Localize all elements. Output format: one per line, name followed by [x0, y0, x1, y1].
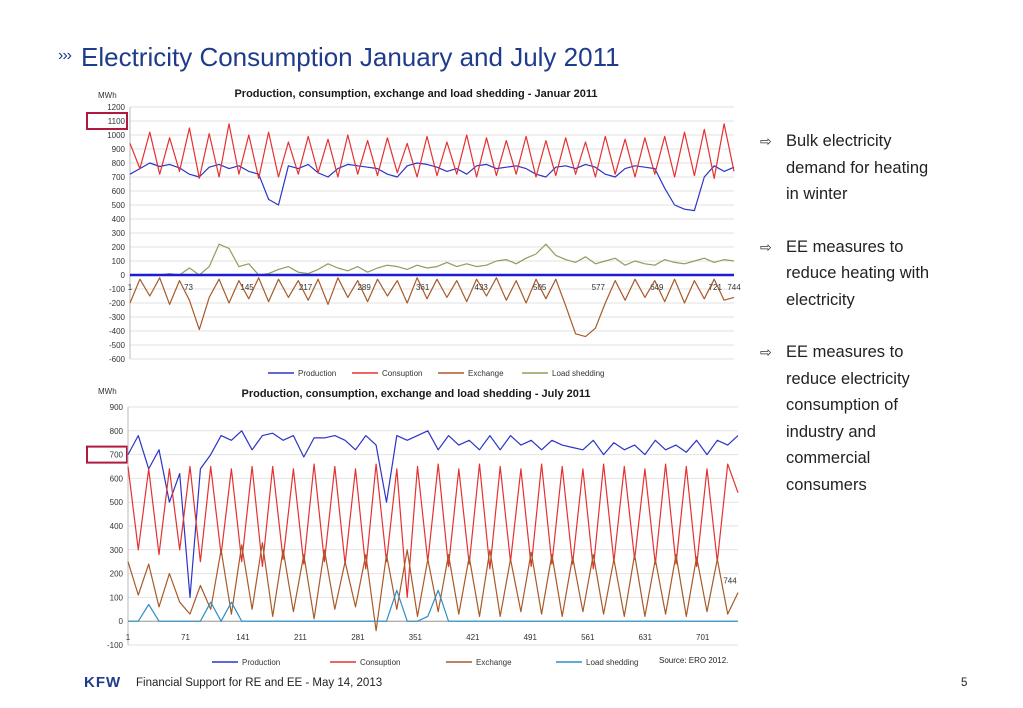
x-tick-label: 631 [639, 633, 653, 642]
highlight-box [86, 445, 128, 464]
x-tick-label: 211 [294, 633, 307, 642]
arrow-right-icon: ⇨ [760, 133, 772, 149]
x-tick-label: 361 [416, 283, 430, 292]
y-tick-label: 700 [112, 173, 126, 182]
y-axis-unit: MWh [98, 91, 117, 100]
x-tick-label: 289 [357, 283, 371, 292]
slide-title-text: Electricity Consumption January and July… [80, 42, 620, 72]
y-tick-label: 300 [110, 546, 124, 555]
series-line [128, 589, 738, 622]
y-tick-label: 700 [110, 451, 124, 460]
bullet-list: ⇨ Bulk electricity demand for heating in… [760, 128, 940, 524]
chevron-right-icon: ››› [58, 47, 72, 64]
y-tick-label: 400 [112, 215, 126, 224]
y-tick-label: -100 [109, 285, 126, 294]
y-tick-label: 200 [110, 570, 124, 579]
x-tick-label: 141 [236, 633, 250, 642]
y-tick-label: 1200 [107, 103, 125, 112]
x-tick-label: 73 [184, 283, 193, 292]
series-line [129, 123, 735, 180]
y-tick-label: 1100 [108, 117, 126, 126]
footer-text: Financial Support for RE and EE - May 14… [136, 677, 383, 689]
x-tick-label: 1 [126, 633, 131, 642]
series-line [127, 430, 739, 598]
legend-label: Load shedding [586, 658, 639, 667]
bullet-text: EE measures to reduce heating with elect… [786, 237, 930, 309]
x-tick-label: 491 [524, 633, 538, 642]
bullet-item: ⇨ EE measures to reduce heating with ele… [760, 234, 940, 314]
chart-title: Production, consumption, exchange and lo… [241, 388, 590, 400]
x-tick-label: 744 [727, 283, 741, 292]
y-tick-label: 600 [110, 474, 124, 483]
x-tick-label: 71 [181, 633, 190, 642]
y-tick-label: 200 [112, 243, 126, 252]
y-tick-label: 400 [110, 522, 124, 531]
y-tick-label: 500 [112, 201, 126, 210]
chart-background [86, 86, 742, 382]
y-tick-label: -100 [107, 641, 124, 650]
page-number: 5 [961, 677, 968, 689]
bullet-text: EE measures to reduce electricity consum… [786, 343, 910, 494]
slide-title: ››› Electricity Consumption January and J… [58, 42, 620, 73]
bullet-item: ⇨ EE measures to reduce electricity cons… [760, 339, 940, 498]
chart-january: Production, consumption, exchange and lo… [86, 86, 742, 382]
y-tick-label: 800 [112, 159, 126, 168]
source-note: Source: ERO 2012. [659, 656, 729, 665]
series-line [129, 277, 735, 338]
y-tick-label: 800 [110, 427, 124, 436]
y-tick-label: 600 [112, 187, 126, 196]
bullet-item: ⇨ Bulk electricity demand for heating in… [760, 128, 940, 208]
chart-title: Production, consumption, exchange and lo… [234, 88, 597, 100]
y-tick-label: 900 [112, 145, 126, 154]
y-tick-label: -600 [109, 355, 126, 364]
y-tick-label: 900 [110, 403, 124, 412]
legend-label: Exchange [468, 369, 504, 378]
y-tick-label: -400 [109, 327, 126, 336]
y-tick-label: 500 [110, 498, 124, 507]
x-tick-label: 561 [581, 633, 595, 642]
x-tick-label: 701 [696, 633, 710, 642]
legend-label: Load shedding [552, 369, 605, 378]
series-line [127, 542, 739, 632]
y-tick-label: 100 [112, 257, 126, 266]
y-tick-label: 100 [110, 593, 124, 602]
legend-label: Consuption [360, 658, 400, 667]
y-tick-label: -500 [109, 341, 126, 350]
series-line [130, 243, 735, 276]
arrow-right-icon: ⇨ [760, 344, 772, 360]
y-tick-label: 1000 [107, 131, 125, 140]
x-tick-label: 721 [709, 283, 723, 292]
legend-label: Consuption [382, 369, 422, 378]
x-tick-label: 145 [240, 283, 254, 292]
y-tick-label: -300 [109, 313, 126, 322]
chart-svg: Production, consumption, exchange and lo… [86, 86, 742, 382]
legend-label: Production [242, 658, 280, 667]
legend-label: Exchange [476, 658, 512, 667]
x-tick-label: 281 [351, 633, 365, 642]
series-line [129, 162, 735, 212]
x-tick-label: 577 [592, 283, 606, 292]
arrow-right-icon: ⇨ [760, 238, 772, 255]
x-tick-label: 351 [409, 633, 423, 642]
x-tick-label: 217 [299, 283, 313, 292]
y-axis-unit: MWh [98, 387, 117, 396]
bullet-text: Bulk electricity demand for heating in w… [786, 132, 929, 203]
kfw-logo: KFW [84, 674, 122, 691]
highlight-box [86, 112, 128, 130]
y-tick-label: 0 [121, 271, 126, 280]
y-tick-label: 0 [119, 617, 124, 626]
y-tick-label: -200 [109, 299, 126, 308]
x-end-label: 744 [723, 577, 737, 586]
x-tick-label: 1 [128, 283, 133, 292]
chart-july: Production, consumption, exchange and lo… [86, 382, 742, 674]
x-tick-label: 421 [466, 633, 480, 642]
y-tick-label: 300 [112, 229, 126, 238]
series-line [127, 463, 739, 598]
legend-label: Production [298, 369, 336, 378]
chart-svg: Production, consumption, exchange and lo… [86, 382, 742, 674]
x-tick-label: 649 [650, 283, 664, 292]
